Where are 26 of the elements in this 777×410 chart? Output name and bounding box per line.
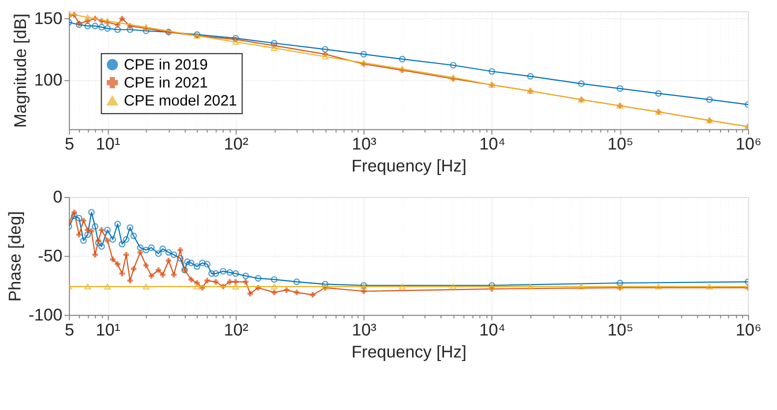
y-axis-title: Magnitude [dB]: [11, 14, 30, 128]
x-tick-label: 10³: [352, 134, 377, 154]
y-axis-title: Phase [deg]: [5, 211, 24, 302]
x-tick-label: 10⁶: [736, 134, 762, 154]
x-tick-label: 10³: [352, 320, 377, 340]
x-tick-label: 5: [64, 134, 74, 154]
y-tick-label: 100: [34, 70, 62, 90]
legend-label: CPE model 2021: [124, 92, 238, 110]
y-tick-label: -100: [28, 305, 62, 324]
x-tick-label: 10¹: [96, 320, 121, 340]
x-tick-label: 10²: [224, 134, 249, 154]
y-tick-label: 0: [52, 187, 62, 206]
y-tick-label: 150: [34, 9, 62, 28]
x-tick-label: 10⁶: [736, 320, 762, 340]
x-axis-title: Frequency [Hz]: [351, 156, 467, 176]
x-tick-label: 10⁴: [479, 134, 506, 154]
x-tick-label: 10¹: [96, 134, 121, 154]
x-axis-title: Frequency [Hz]: [351, 342, 467, 362]
legend-label: CPE in 2021: [124, 74, 208, 92]
x-tick-label: 10⁴: [479, 320, 506, 340]
x-tick-label: 10²: [224, 320, 249, 340]
x-tick-label: 10⁵: [607, 320, 634, 340]
y-tick-label: -50: [38, 246, 62, 266]
x-tick-label: 10⁵: [607, 134, 634, 154]
legend-label: CPE in 2019: [124, 56, 208, 74]
x-tick-label: 5: [64, 320, 74, 340]
